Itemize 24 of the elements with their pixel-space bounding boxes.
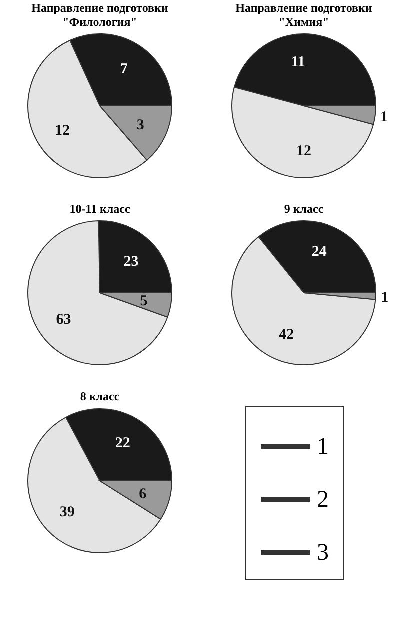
data-label: 11 [291, 54, 306, 71]
data-label: 22 [115, 436, 130, 452]
legend-label: 1 [317, 434, 329, 460]
legend-label: 3 [317, 540, 329, 566]
data-label: 3 [136, 118, 144, 134]
data-label: 42 [279, 327, 294, 344]
data-label: 7 [120, 61, 128, 78]
chart-title: Направление подготовки "Химия" [236, 1, 372, 29]
chart-title: 10-11 класс [70, 202, 131, 216]
pie-slice [28, 220, 168, 366]
data-label: 12 [296, 144, 312, 160]
data-label: 1 [380, 110, 388, 126]
data-label: 63 [56, 312, 72, 328]
data-label: 23 [124, 254, 139, 270]
chart-title: 9 класс [284, 202, 324, 216]
legend-label: 2 [317, 487, 329, 513]
data-label: 6 [139, 486, 148, 502]
data-label: 12 [54, 123, 70, 140]
data-label: 5 [140, 294, 148, 310]
data-label: 1 [381, 290, 389, 306]
chart-title: 8 класс [80, 390, 120, 404]
data-label: 24 [312, 244, 328, 260]
data-label: 39 [60, 504, 75, 520]
chart-title: Направление подготовки "Филология" [32, 1, 168, 29]
